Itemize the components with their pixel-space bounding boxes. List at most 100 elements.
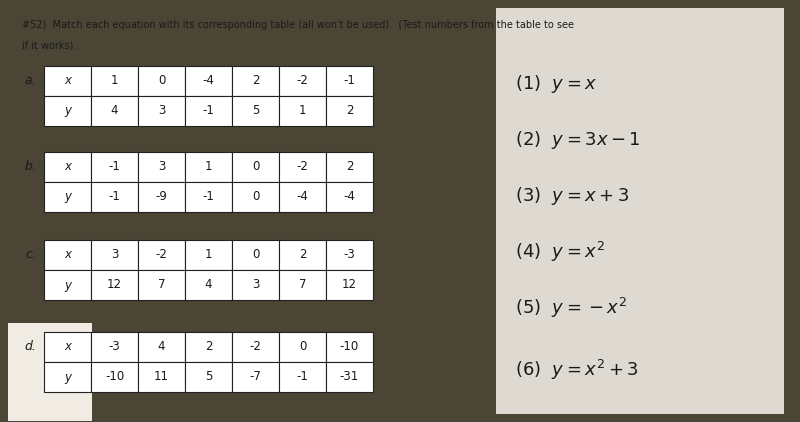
Text: 7: 7 — [298, 279, 306, 292]
Text: -3: -3 — [344, 249, 355, 262]
Text: (2)  $y = 3x - 1$: (2) $y = 3x - 1$ — [515, 129, 641, 151]
Bar — [91, 332, 138, 362]
Text: if it works).: if it works). — [22, 40, 76, 50]
Bar — [185, 66, 232, 96]
Text: a.: a. — [24, 75, 36, 87]
Text: 12: 12 — [107, 279, 122, 292]
Bar — [279, 182, 326, 212]
Text: 1: 1 — [298, 105, 306, 117]
Text: 2: 2 — [346, 105, 354, 117]
Bar — [279, 66, 326, 96]
Text: 2: 2 — [252, 75, 259, 87]
Text: -31: -31 — [340, 371, 359, 384]
Text: x: x — [64, 160, 71, 173]
FancyBboxPatch shape — [496, 8, 784, 414]
Bar — [232, 362, 279, 392]
Text: -1: -1 — [202, 190, 214, 203]
Text: y: y — [64, 105, 71, 117]
Bar — [91, 362, 138, 392]
Bar — [232, 96, 279, 126]
Text: 4: 4 — [205, 279, 212, 292]
Bar — [91, 270, 138, 300]
Text: c.: c. — [25, 249, 36, 262]
Text: x: x — [64, 341, 71, 354]
Bar — [326, 152, 373, 182]
Text: y: y — [64, 190, 71, 203]
Bar — [232, 332, 279, 362]
Bar — [232, 66, 279, 96]
Text: -7: -7 — [250, 371, 262, 384]
Bar — [91, 96, 138, 126]
Bar — [138, 152, 185, 182]
Bar — [44, 152, 91, 182]
Text: 7: 7 — [158, 279, 166, 292]
Text: 0: 0 — [252, 160, 259, 173]
Bar — [44, 66, 91, 96]
Bar — [232, 270, 279, 300]
Text: -2: -2 — [250, 341, 262, 354]
Text: 3: 3 — [158, 160, 165, 173]
Text: -10: -10 — [105, 371, 124, 384]
Text: 3: 3 — [252, 279, 259, 292]
Bar — [279, 240, 326, 270]
Text: -4: -4 — [297, 190, 309, 203]
Bar — [44, 332, 91, 362]
Bar — [185, 332, 232, 362]
Bar — [44, 240, 91, 270]
Text: x: x — [64, 75, 71, 87]
Bar — [44, 96, 91, 126]
Bar — [91, 152, 138, 182]
Bar — [138, 240, 185, 270]
Text: #52)  Match each equation with its corresponding table (all won't be used).  (Te: #52) Match each equation with its corres… — [22, 20, 574, 30]
Bar — [138, 66, 185, 96]
Text: 11: 11 — [154, 371, 169, 384]
Text: 2: 2 — [298, 249, 306, 262]
Text: 0: 0 — [158, 75, 165, 87]
Bar — [326, 332, 373, 362]
Bar — [279, 332, 326, 362]
Text: d.: d. — [24, 341, 36, 354]
Bar — [279, 270, 326, 300]
Text: 2: 2 — [346, 160, 354, 173]
Bar — [138, 270, 185, 300]
Text: 1: 1 — [205, 249, 212, 262]
Bar — [326, 240, 373, 270]
Text: 5: 5 — [205, 371, 212, 384]
Bar — [185, 362, 232, 392]
FancyBboxPatch shape — [8, 323, 92, 421]
Text: 2: 2 — [205, 341, 212, 354]
Bar — [138, 96, 185, 126]
Bar — [185, 96, 232, 126]
Text: (1)  $y = x$: (1) $y = x$ — [515, 73, 598, 95]
Bar — [279, 152, 326, 182]
Bar — [185, 240, 232, 270]
Bar — [91, 182, 138, 212]
Bar — [44, 270, 91, 300]
Text: (5)  $y = -x^2$: (5) $y = -x^2$ — [515, 296, 627, 320]
Text: 0: 0 — [299, 341, 306, 354]
Bar — [232, 240, 279, 270]
Text: 0: 0 — [252, 249, 259, 262]
Bar — [185, 152, 232, 182]
Text: b.: b. — [24, 160, 36, 173]
Bar — [279, 362, 326, 392]
Text: y: y — [64, 371, 71, 384]
Text: -9: -9 — [155, 190, 167, 203]
Text: -10: -10 — [340, 341, 359, 354]
Bar — [44, 362, 91, 392]
Text: (4)  $y = x^2$: (4) $y = x^2$ — [515, 240, 605, 264]
Bar — [232, 152, 279, 182]
Text: -1: -1 — [297, 371, 309, 384]
Text: 1: 1 — [205, 160, 212, 173]
Text: -2: -2 — [297, 160, 309, 173]
Text: -1: -1 — [109, 160, 121, 173]
Text: -1: -1 — [343, 75, 355, 87]
Bar — [326, 182, 373, 212]
Text: x: x — [64, 249, 71, 262]
Text: 4: 4 — [110, 105, 118, 117]
Text: -3: -3 — [109, 341, 120, 354]
Bar — [91, 66, 138, 96]
Bar — [44, 182, 91, 212]
Text: (6)  $y = x^2 + 3$: (6) $y = x^2 + 3$ — [515, 358, 638, 382]
Bar — [326, 362, 373, 392]
